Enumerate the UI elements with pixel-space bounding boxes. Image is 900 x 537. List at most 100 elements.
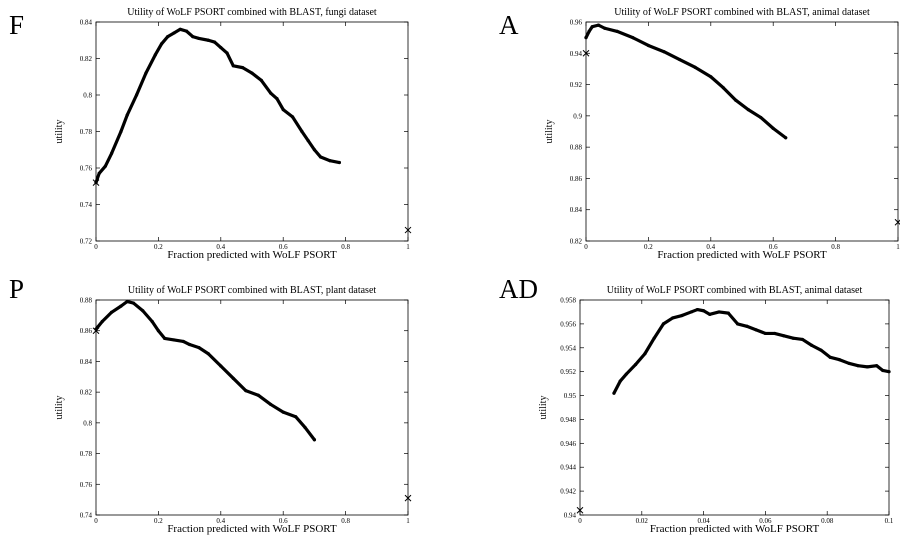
data-point: [259, 78, 263, 82]
x-axis-label: Fraction predicted with WoLF PSORT: [657, 249, 827, 261]
panel-letter: A: [499, 10, 519, 40]
x-marker: [404, 226, 412, 234]
data-point: [624, 372, 628, 376]
data-point: [119, 129, 123, 134]
data-point: [784, 136, 788, 140]
data-point: [231, 64, 235, 68]
data-point: [615, 29, 619, 33]
data-point: [300, 129, 304, 134]
data-point: [166, 35, 170, 39]
y-tick-label: 0.95: [564, 392, 577, 400]
data-point: [584, 36, 588, 40]
x-marker-stroke: [404, 226, 412, 234]
y-tick-label: 0.944: [560, 464, 576, 472]
x-marker-stroke: [582, 49, 590, 57]
data-point: [206, 352, 210, 356]
chart-panel-plant: P Utility of WoLF PSORT combined with BL…: [0, 268, 450, 537]
x-marker-stroke: [576, 506, 584, 514]
data-point: [800, 337, 805, 342]
data-point: [269, 91, 273, 95]
y-tick-label: 0.8: [83, 419, 92, 427]
x-marker-stroke: [404, 494, 412, 502]
x-tick-label: 0: [94, 517, 98, 525]
data-point: [197, 36, 201, 41]
y-tick-label: 0.76: [80, 165, 93, 173]
data-point: [134, 93, 139, 97]
y-axis-label: utility: [54, 396, 65, 420]
x-tick-label: 0.6: [279, 517, 288, 525]
data-point: [708, 312, 712, 316]
x-tick-label: 0.6: [769, 243, 778, 251]
data-point: [125, 299, 129, 304]
data-point: [294, 415, 298, 419]
x-marker-stroke: [92, 179, 100, 186]
data-point: [671, 316, 675, 320]
x-tick-label: 0.1: [885, 517, 894, 525]
data-point: [693, 65, 697, 69]
plot-frame: [585, 21, 899, 242]
data-point: [828, 355, 832, 359]
x-marker: [92, 179, 100, 186]
y-tick-label: 0.86: [80, 327, 93, 335]
x-marker: [582, 49, 590, 57]
y-tick-label: 0.948: [560, 416, 576, 424]
y-tick-label: 0.88: [570, 144, 583, 152]
data-point: [150, 319, 154, 324]
x-marker-stroke: [92, 327, 100, 335]
x-tick-label: 0.8: [831, 243, 840, 251]
data-point: [735, 322, 740, 326]
data-point: [290, 115, 295, 119]
data-point: [97, 171, 101, 176]
x-marker: [404, 494, 412, 502]
data-point: [771, 126, 775, 130]
data-point: [847, 361, 851, 365]
data-point: [652, 336, 656, 340]
y-axis-label: utility: [54, 120, 65, 144]
chart-title: Utility of WoLF PSORT combined with BLAS…: [127, 7, 377, 18]
data-point: [745, 324, 749, 328]
data-point: [590, 25, 594, 29]
x-tick-label: 0: [94, 243, 98, 251]
data-point: [219, 45, 223, 50]
y-tick-label: 0.8: [83, 92, 92, 100]
y-tick-label: 0.74: [80, 512, 93, 520]
x-tick-label: 0: [584, 243, 588, 251]
data-point: [184, 29, 189, 33]
data-point: [319, 155, 323, 159]
panel-letter: F: [9, 10, 25, 40]
data-point: [281, 410, 285, 414]
data-point: [156, 329, 160, 333]
data-point: [618, 379, 622, 383]
x-marker: [894, 218, 900, 226]
y-tick-label: 0.946: [560, 440, 576, 448]
y-axis-label: utility: [544, 120, 555, 144]
data-point: [646, 43, 650, 48]
y-tick-label: 0.84: [80, 19, 93, 27]
data-point: [163, 336, 167, 340]
data-point: [695, 307, 700, 312]
y-tick-label: 0.84: [570, 206, 583, 214]
x-tick-label: 0.08: [821, 517, 834, 525]
x-tick-label: 1: [406, 517, 410, 525]
plot-frame: [579, 299, 890, 516]
data-point: [281, 108, 285, 112]
data-point: [153, 53, 157, 57]
panel-letter: AD: [499, 274, 538, 304]
data-point: [225, 51, 229, 55]
data-point: [759, 115, 763, 120]
data-point: [231, 376, 235, 380]
data-point: [702, 309, 706, 313]
data-point: [103, 164, 107, 168]
x-tick-label: 0.04: [697, 517, 710, 525]
y-tick-label: 0.956: [560, 320, 576, 328]
data-point: [726, 311, 730, 315]
y-tick-label: 0.76: [80, 481, 93, 489]
chart-title: Utility of WoLF PSORT combined with BLAS…: [607, 285, 863, 296]
chart-title: Utility of WoLF PSORT combined with BLAS…: [614, 7, 870, 18]
data-point: [110, 310, 114, 314]
y-tick-label: 0.72: [80, 238, 93, 246]
x-tick-label: 0.02: [636, 517, 649, 525]
data-point: [269, 402, 273, 407]
data-point: [819, 348, 823, 352]
y-tick-label: 0.84: [80, 358, 93, 366]
